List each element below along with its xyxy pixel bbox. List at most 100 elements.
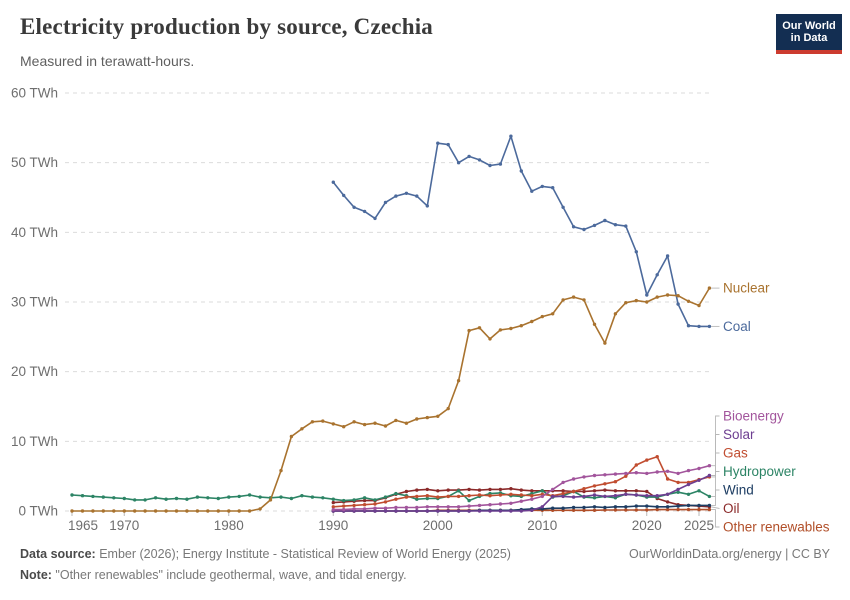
- data-point: [91, 509, 95, 513]
- data-point: [425, 505, 429, 509]
- data-point: [383, 506, 388, 510]
- data-point: [477, 158, 482, 162]
- data-point: [467, 487, 471, 492]
- data-point: [477, 509, 482, 513]
- data-point: [582, 298, 586, 302]
- data-point: [613, 489, 618, 493]
- series-label-hydropower[interactable]: Hydropower: [723, 464, 796, 479]
- x-tick-label: 1990: [318, 518, 348, 533]
- owid-logo[interactable]: Our World in Data: [776, 14, 842, 54]
- data-point: [467, 509, 471, 513]
- data-point: [268, 498, 273, 502]
- data-point: [707, 494, 712, 499]
- data-point: [321, 419, 325, 423]
- data-point: [613, 494, 618, 498]
- data-point: [404, 489, 409, 494]
- data-point: [331, 500, 335, 505]
- series-label-solar[interactable]: Solar: [723, 427, 755, 442]
- data-point: [425, 204, 429, 208]
- label-connector: [711, 509, 720, 528]
- series-label-bioenergy[interactable]: Bioenergy: [723, 409, 784, 424]
- data-point: [436, 141, 440, 145]
- x-tick-label: 2020: [632, 518, 662, 533]
- data-point: [383, 424, 388, 428]
- data-point: [436, 509, 440, 513]
- data-point: [206, 509, 210, 513]
- data-point: [216, 496, 220, 501]
- data-point: [362, 498, 367, 503]
- data-point: [383, 495, 388, 499]
- data-point: [488, 487, 492, 492]
- data-point: [373, 506, 377, 510]
- data-point: [613, 312, 618, 316]
- data-point: [153, 509, 158, 513]
- series-label-nuclear[interactable]: Nuclear: [723, 281, 770, 296]
- data-point: [300, 427, 304, 431]
- data-point: [697, 303, 701, 308]
- data-point: [394, 418, 398, 423]
- label-connector: [710, 506, 720, 509]
- data-point: [258, 507, 262, 511]
- data-point: [592, 508, 597, 512]
- series-label-coal[interactable]: Coal: [723, 319, 751, 334]
- data-point: [613, 480, 618, 484]
- y-tick-label: 0 TWh: [18, 504, 58, 519]
- data-point: [561, 506, 565, 510]
- owid-cc-by-link[interactable]: OurWorldinData.org/energy | CC BY: [628, 547, 830, 561]
- series-label-gas[interactable]: Gas: [723, 446, 748, 461]
- owid-logo-line1: Our World: [782, 19, 836, 32]
- data-point: [613, 505, 618, 509]
- series-line-gas: [331, 455, 712, 509]
- data-point: [164, 509, 168, 513]
- y-tick-label: 40 TWh: [11, 225, 58, 240]
- data-point: [394, 491, 398, 496]
- data-point: [237, 494, 241, 499]
- data-point: [101, 509, 106, 513]
- series-label-oil[interactable]: Oil: [723, 501, 740, 516]
- data-point: [603, 494, 607, 499]
- chart-footer: Data source: Ember (2026); Energy Instit…: [20, 547, 830, 582]
- data-point: [310, 495, 315, 499]
- data-point: [436, 505, 440, 509]
- data-point: [195, 509, 200, 513]
- data-point: [634, 298, 638, 303]
- data-point: [540, 184, 544, 189]
- series-label-wind[interactable]: Wind: [723, 483, 754, 498]
- data-point: [373, 421, 377, 425]
- data-point: [352, 498, 356, 502]
- data-point: [582, 494, 586, 499]
- data-point: [477, 488, 482, 492]
- data-point: [310, 420, 315, 424]
- data-point: [665, 492, 670, 496]
- data-point: [634, 250, 638, 254]
- data-point: [551, 506, 555, 510]
- data-point: [425, 415, 429, 420]
- series-label-other-renewables[interactable]: Other renewables: [723, 520, 830, 535]
- data-point: [707, 286, 712, 290]
- data-point: [488, 494, 492, 498]
- data-point: [686, 482, 691, 487]
- data-point: [498, 509, 503, 513]
- data-point: [383, 509, 388, 513]
- data-point: [613, 472, 618, 476]
- data-point: [394, 505, 398, 510]
- data-point: [519, 488, 523, 492]
- data-point: [592, 489, 597, 493]
- note-label: Note:: [20, 568, 52, 582]
- data-point: [665, 507, 670, 512]
- data-point: [676, 471, 680, 476]
- data-point: [592, 484, 597, 488]
- data-point: [216, 509, 220, 513]
- data-point: [676, 480, 680, 485]
- data-point: [655, 295, 659, 299]
- data-point: [603, 473, 607, 477]
- data-point: [446, 494, 450, 499]
- data-point: [362, 422, 367, 427]
- data-point: [467, 494, 471, 498]
- data-point: [467, 504, 471, 508]
- data-point: [415, 488, 419, 492]
- data-point: [540, 489, 544, 493]
- data-point: [70, 493, 74, 497]
- x-tick-label: 1970: [109, 518, 139, 533]
